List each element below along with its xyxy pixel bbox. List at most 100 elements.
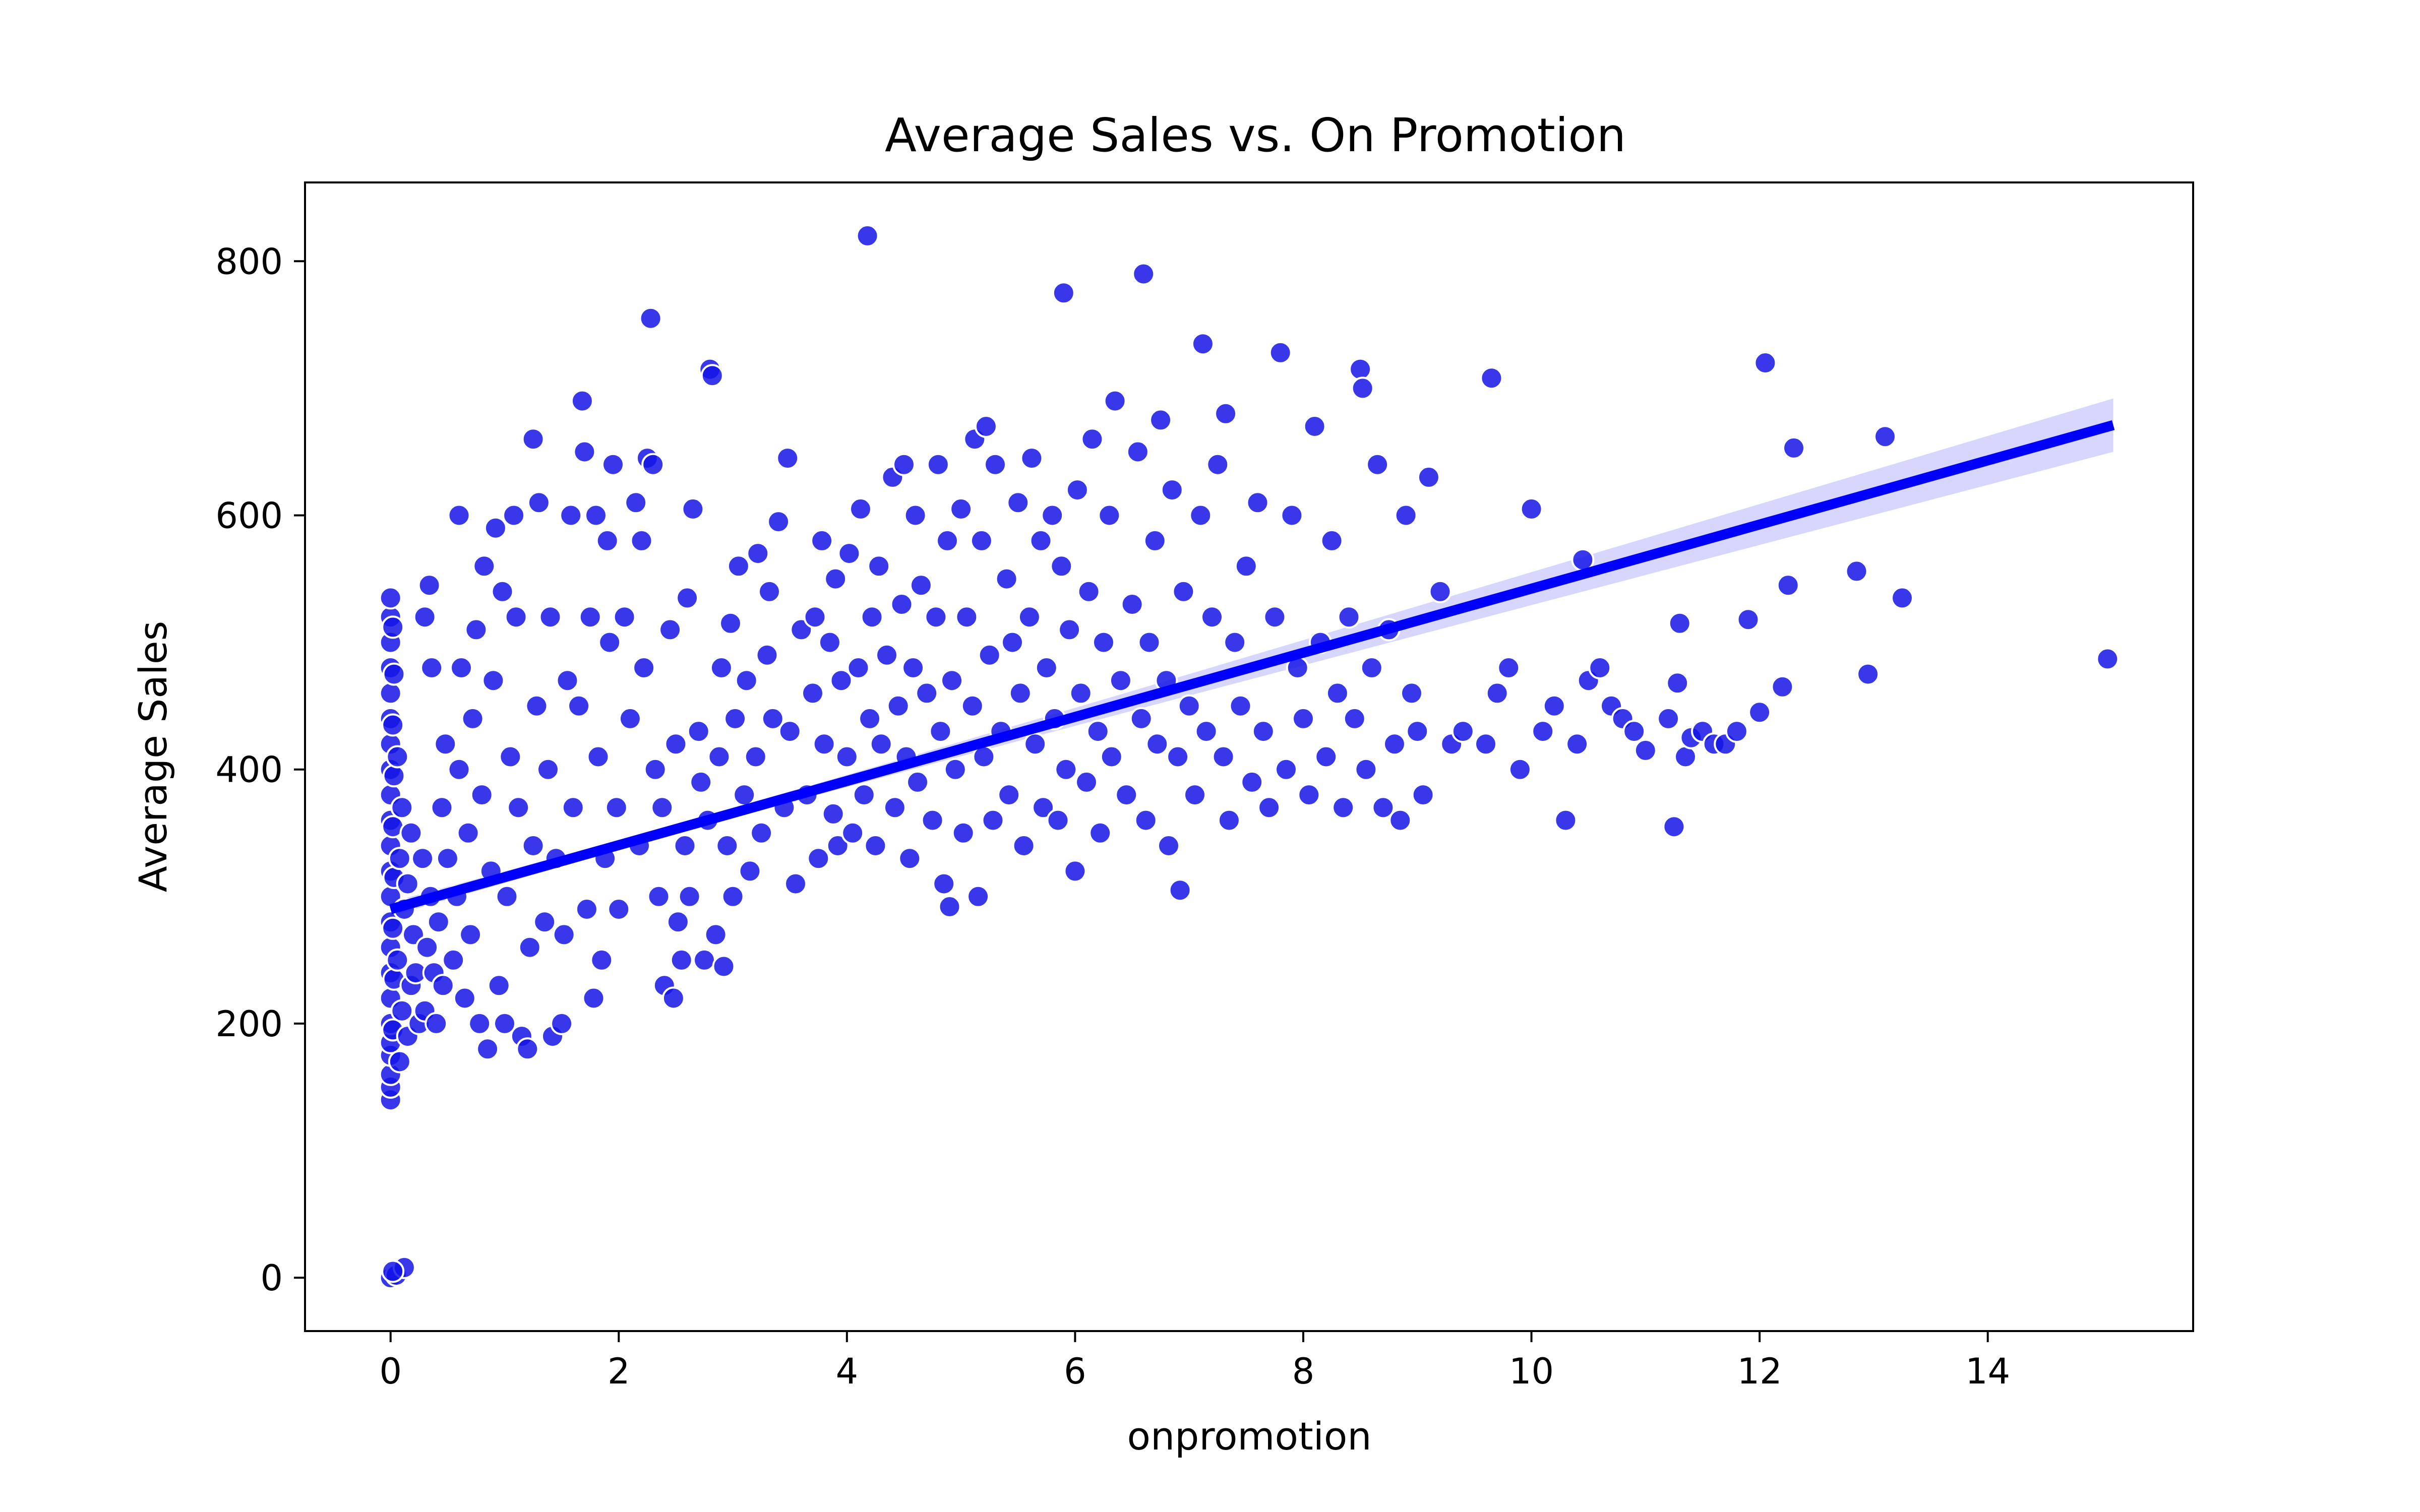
- scatter-point: [450, 656, 473, 679]
- scatter-point: [1041, 503, 1064, 527]
- scatter-point: [1508, 758, 1532, 781]
- scatter-point: [858, 707, 882, 730]
- scatter-point: [1137, 631, 1161, 654]
- scatter-point: [883, 796, 906, 820]
- scatter-point: [981, 808, 1005, 832]
- scatter-point: [1753, 351, 1777, 374]
- scatter-point: [744, 745, 767, 769]
- scatter-point: [643, 758, 667, 781]
- scatter-point: [903, 503, 927, 527]
- x-axis: 0 2 4 6 8 10 12 14: [379, 1331, 2010, 1392]
- scatter-point: [415, 935, 439, 959]
- scatter-point: [1240, 770, 1264, 794]
- scatter-point: [658, 618, 682, 642]
- scatter-point: [495, 885, 519, 908]
- scatter-point: [1394, 503, 1418, 527]
- regression-line: [389, 420, 2115, 914]
- scatter-point: [624, 491, 648, 515]
- scatter-point: [761, 707, 784, 730]
- scatter-point: [1748, 701, 1772, 724]
- scatter-point: [1891, 586, 1914, 610]
- scatter-point: [890, 593, 914, 616]
- scatter-point: [755, 643, 779, 667]
- scatter-point: [1280, 503, 1304, 527]
- scatter-point: [1411, 783, 1435, 807]
- scatter-point: [436, 847, 459, 870]
- scatter-point: [1223, 631, 1247, 654]
- scatter-point: [502, 503, 526, 527]
- scatter-point: [521, 834, 545, 857]
- scatter-point: [382, 662, 406, 686]
- scatter-point: [1120, 593, 1144, 616]
- scatter-point: [527, 491, 551, 515]
- scatter-point: [411, 847, 435, 870]
- scatter-point: [974, 415, 998, 438]
- axes-frame: [304, 181, 2194, 1332]
- scatter-point: [1069, 681, 1093, 705]
- scatter-point: [584, 503, 608, 527]
- scatter-point: [1360, 656, 1383, 679]
- scatter-point: [867, 554, 891, 578]
- scatter-point: [949, 497, 973, 521]
- scatter-point: [632, 656, 656, 679]
- x-tick-label: 14: [1965, 1351, 2010, 1392]
- scatter-point: [381, 1259, 405, 1283]
- scatter-point: [453, 986, 476, 1010]
- scatter-point: [841, 821, 865, 845]
- scatter-point: [427, 910, 450, 934]
- scatter-point: [650, 796, 674, 820]
- scatter-point: [464, 618, 488, 642]
- x-tick-label: 4: [836, 1351, 859, 1392]
- scatter-point: [960, 694, 984, 718]
- scatter-point: [767, 510, 791, 534]
- scatter-point: [561, 796, 585, 820]
- chart-title: Average Sales vs. On Promotion: [885, 108, 1626, 162]
- scatter-point: [661, 986, 685, 1010]
- scatter-point: [966, 885, 990, 908]
- scatter-point: [826, 834, 850, 857]
- scatter-point: [379, 586, 402, 610]
- scatter-point: [673, 834, 697, 857]
- scatter-point: [1183, 783, 1206, 807]
- scatter-point: [666, 910, 690, 934]
- scatter-point: [1725, 720, 1748, 743]
- scatter-point: [559, 503, 583, 527]
- scatter-point: [1565, 732, 1589, 756]
- scatter-point: [601, 453, 625, 476]
- scatter-point: [1092, 631, 1115, 654]
- scatter-point: [1257, 796, 1281, 820]
- scatter-point: [1126, 440, 1150, 464]
- scatter-point: [1782, 436, 1805, 460]
- scatter-point: [1366, 453, 1389, 476]
- scatter-point: [461, 707, 485, 730]
- scatter-point: [1292, 707, 1315, 730]
- scatter-point: [1088, 821, 1112, 845]
- scatter-point: [689, 770, 713, 794]
- scatter-point: [1873, 425, 1897, 449]
- y-tick-label: 400: [215, 749, 283, 791]
- scatter-point: [381, 615, 405, 639]
- scatter-point: [943, 758, 967, 781]
- scatter-point: [1400, 681, 1423, 705]
- regression-line-layer: [389, 420, 2115, 914]
- scatter-point: [598, 631, 622, 654]
- scatter-point: [1017, 605, 1041, 629]
- scatter-point: [1129, 707, 1153, 730]
- scatter-point: [901, 656, 925, 679]
- scatter-point: [1497, 656, 1521, 679]
- scatter-point: [590, 948, 614, 972]
- scatter-point: [1776, 574, 1800, 597]
- x-tick-label: 12: [1737, 1351, 1782, 1392]
- scatter-point: [481, 669, 505, 692]
- scatter-point: [533, 910, 557, 934]
- scatter-point: [1157, 834, 1180, 857]
- scatter-point: [1166, 745, 1190, 769]
- scatter-point: [715, 834, 739, 857]
- scatter-point: [550, 1012, 574, 1035]
- scatter-point: [1050, 554, 1073, 578]
- scatter-point: [664, 732, 688, 756]
- scatter-point: [995, 567, 1018, 591]
- scatter-point: [491, 580, 514, 603]
